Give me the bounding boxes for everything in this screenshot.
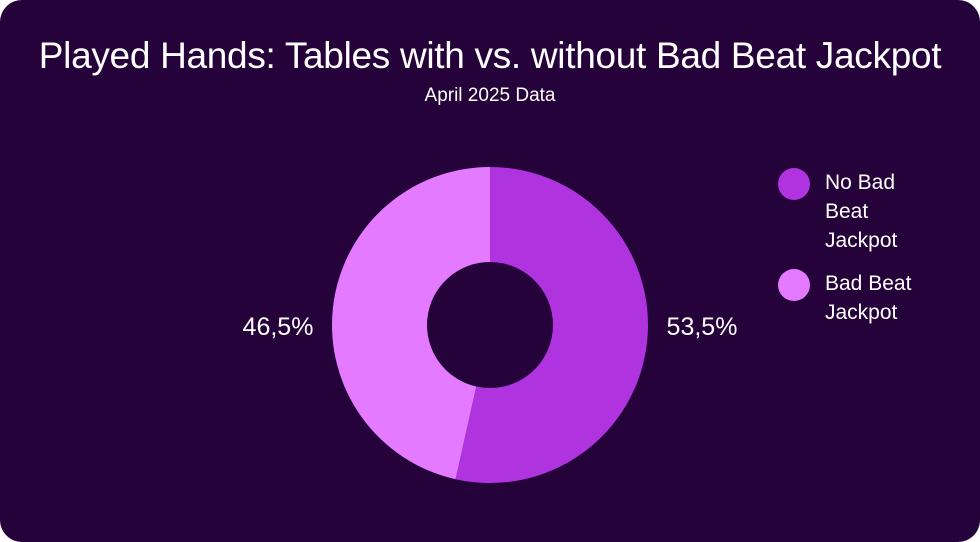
legend-label-bad-beat-jackpot: Bad Beat Jackpot [825,269,968,327]
legend-swatch-no-bad-beat-jackpot [778,168,810,200]
slice-bad-beat-jackpot[interactable] [331,167,490,480]
legend-item-no-bad-beat-jackpot[interactable]: No Bad Beat Jackpot [778,168,968,255]
data-label-bad-beat-jackpot: 46,5% [243,313,314,341]
legend-label-line: Jackpot [825,301,898,324]
slice-no-bad-beat-jackpot[interactable] [455,167,648,483]
legend-label-line: Beat [825,200,869,223]
legend-label-line: No Bad [825,171,896,194]
legend-swatch-bad-beat-jackpot [778,269,810,301]
legend: No Bad Beat Jackpot Bad Beat Jackpot [778,168,968,341]
data-label-no-bad-beat-jackpot: 53,5% [667,313,738,341]
legend-item-bad-beat-jackpot[interactable]: Bad Beat Jackpot [778,269,968,327]
legend-label-line: Bad Beat [825,272,912,295]
legend-label-line: Jackpot [825,229,898,252]
chart-title: Played Hands: Tables with vs. without Ba… [38,35,942,76]
legend-label-no-bad-beat-jackpot: No Bad Beat Jackpot [825,168,968,255]
chart-subtitle: April 2025 Data [424,85,556,106]
